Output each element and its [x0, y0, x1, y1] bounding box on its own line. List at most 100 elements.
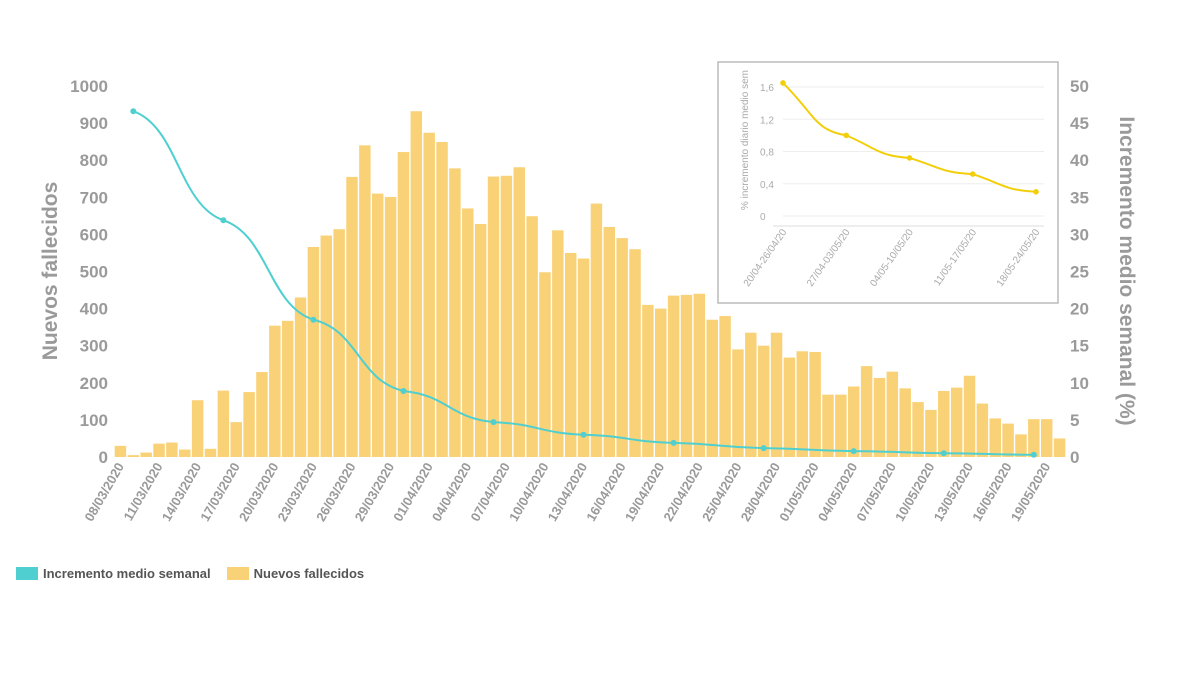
line-point: [1030, 451, 1037, 458]
bar-nuevos-fallecidos: [732, 349, 744, 457]
y2-tick-label: 45: [1070, 114, 1089, 133]
y-tick-label: 400: [80, 300, 108, 319]
bar-nuevos-fallecidos: [577, 258, 590, 457]
bar-nuevos-fallecidos: [1053, 438, 1066, 457]
y2-tick-label: 35: [1070, 188, 1089, 207]
bar-nuevos-fallecidos: [629, 249, 641, 457]
inset-y-tick-label: 0,4: [760, 180, 774, 191]
y2-tick-label: 25: [1070, 263, 1089, 282]
bar-nuevos-fallecidos: [552, 230, 564, 457]
legend-label: Nuevos fallecidos: [253, 566, 365, 581]
y-tick-label: 800: [80, 151, 108, 170]
bar-nuevos-fallecidos: [616, 238, 628, 457]
x-tick-label: 19/05/2020: [1008, 460, 1054, 524]
bar-nuevos-fallecidos: [938, 390, 950, 457]
bar-nuevos-fallecidos: [462, 208, 474, 457]
bar-nuevos-fallecidos: [1002, 423, 1014, 457]
line-point: [310, 316, 317, 323]
y2-tick-label: 5: [1070, 411, 1079, 430]
line-point: [490, 419, 497, 426]
legend-swatch-incremento: [16, 567, 38, 580]
line-point: [580, 431, 587, 438]
bar-nuevos-fallecidos: [114, 445, 127, 457]
bar-nuevos-fallecidos: [474, 224, 487, 457]
y2-tick-label: 0: [1070, 448, 1079, 467]
bar-nuevos-fallecidos: [757, 345, 770, 457]
inset-y-tick-label: 0: [760, 212, 766, 223]
bar-nuevos-fallecidos: [899, 388, 911, 457]
bar-nuevos-fallecidos: [912, 402, 924, 457]
bar-nuevos-fallecidos: [166, 442, 178, 457]
legend-swatch-fallecidos: [226, 567, 249, 580]
bar-nuevos-fallecidos: [410, 111, 423, 457]
line-point: [850, 448, 857, 455]
bar-nuevos-fallecidos: [860, 366, 873, 457]
line-point: [400, 387, 407, 394]
bar-nuevos-fallecidos: [179, 449, 191, 457]
bar-nuevos-fallecidos: [976, 403, 989, 457]
bar-nuevos-fallecidos: [950, 387, 963, 457]
bar-nuevos-fallecidos: [449, 168, 461, 457]
bar-nuevos-fallecidos: [230, 422, 242, 457]
inset-point: [843, 132, 850, 139]
bar-nuevos-fallecidos: [127, 455, 140, 457]
line-incremento-medio-semanal: [132, 110, 1034, 456]
bar-nuevos-fallecidos: [320, 235, 333, 457]
bar-nuevos-fallecidos: [963, 375, 976, 457]
bar-nuevos-fallecidos: [680, 294, 693, 457]
bar-nuevos-fallecidos: [770, 332, 783, 457]
bar-nuevos-fallecidos: [847, 386, 860, 457]
bar-nuevos-fallecidos: [371, 193, 384, 457]
bar-nuevos-fallecidos: [706, 319, 718, 457]
bar-nuevos-fallecidos: [564, 252, 577, 457]
x-tick-label: 11/03/2020: [120, 460, 165, 523]
inset-point: [906, 155, 913, 161]
legend-item-incremento[interactable]: Incremento medio semanal: [16, 566, 211, 581]
legend-label: Incremento medio semanal: [43, 566, 211, 581]
y-tick-label: 100: [80, 411, 108, 430]
bar-nuevos-fallecidos: [745, 332, 757, 457]
y-tick-label: 600: [80, 225, 108, 244]
y2-tick-label: 20: [1070, 300, 1089, 319]
bar-nuevos-fallecidos: [191, 400, 204, 457]
bar-nuevos-fallecidos: [294, 297, 307, 457]
inset-y-tick-label: 0,8: [760, 148, 774, 159]
inset-point: [1033, 189, 1039, 195]
line-point: [220, 217, 227, 224]
bar-nuevos-fallecidos: [642, 304, 654, 457]
y2-tick-label: 40: [1070, 151, 1089, 170]
bar-nuevos-fallecidos: [423, 132, 435, 457]
inset-y-tick-label: 1,6: [760, 83, 774, 94]
y-tick-label: 500: [80, 263, 108, 282]
y2-axis-title: Incremento medio semanal (%): [1115, 116, 1138, 425]
bar-nuevos-fallecidos: [269, 325, 281, 457]
bar-nuevos-fallecidos: [204, 448, 217, 457]
bar-nuevos-fallecidos: [513, 167, 525, 457]
y2-tick-label: 15: [1070, 337, 1089, 356]
bar-nuevos-fallecidos: [925, 409, 937, 457]
y-tick-label: 900: [80, 114, 108, 133]
inset-frame: [717, 61, 1059, 304]
legend-item-fallecidos[interactable]: Nuevos fallecidos: [226, 566, 365, 581]
bar-nuevos-fallecidos: [436, 142, 448, 457]
bar-nuevos-fallecidos: [539, 272, 551, 457]
y2-tick-label: 10: [1070, 374, 1089, 393]
bar-nuevos-fallecidos: [384, 196, 397, 457]
bar-nuevos-fallecidos: [153, 443, 165, 457]
bar-nuevos-fallecidos: [590, 203, 603, 457]
y-tick-label: 0: [99, 448, 108, 467]
bar-nuevos-fallecidos: [500, 175, 513, 458]
bar-nuevos-fallecidos: [140, 452, 152, 457]
bar-nuevos-fallecidos: [217, 390, 230, 457]
bar-nuevos-fallecidos: [655, 308, 667, 457]
bar-nuevos-fallecidos: [886, 371, 899, 457]
line-point: [760, 445, 767, 452]
bar-nuevos-fallecidos: [359, 145, 371, 458]
bar-nuevos-fallecidos: [989, 418, 1001, 457]
line-point: [670, 439, 677, 446]
inset-point: [969, 171, 976, 177]
y2-tick-label: 50: [1070, 77, 1089, 96]
bar-nuevos-fallecidos: [333, 229, 345, 457]
line-point: [940, 450, 947, 457]
y2-tick-label: 30: [1070, 225, 1089, 244]
